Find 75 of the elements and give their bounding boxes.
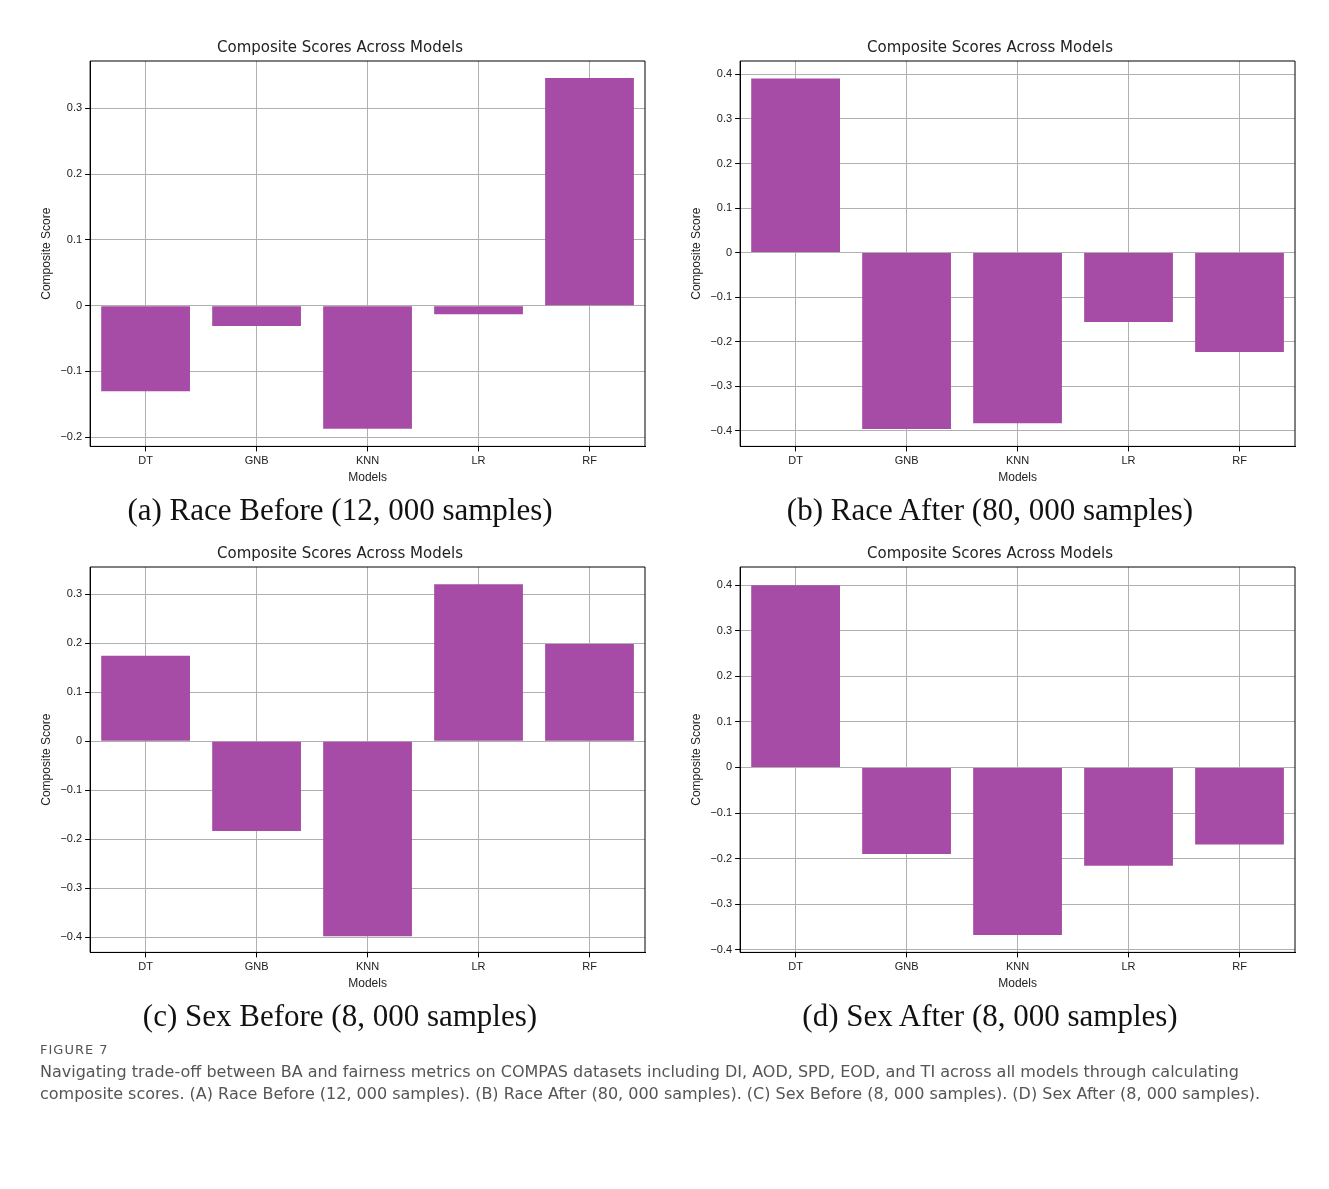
x-tick-label: LR <box>471 960 486 973</box>
y-tick-label: 0.3 <box>66 101 83 114</box>
y-tick-label: −0.3 <box>710 379 733 392</box>
x-axis-title: Models <box>998 976 1037 991</box>
y-tick-label: 0.1 <box>66 685 83 698</box>
x-tick-label: LR <box>1121 960 1136 973</box>
x-tick-label: DT <box>138 454 154 467</box>
y-axis-title: Composite Score <box>688 713 703 806</box>
x-tick-label: KNN <box>1005 454 1030 467</box>
bar <box>434 584 523 741</box>
chart-title: Composite Scores Across Models <box>867 543 1114 562</box>
x-tick-label: KNN <box>1005 960 1030 973</box>
x-tick-label: DT <box>138 960 154 973</box>
y-tick-label: −0.2 <box>710 851 733 864</box>
y-tick-label: −0.4 <box>710 942 733 955</box>
y-tick-label: −0.3 <box>710 897 733 910</box>
x-tick-label: DT <box>788 960 804 973</box>
text: (d) Sex After (8, 000 samples) <box>802 998 1178 1034</box>
chart-title: Composite Scores Across Models <box>217 37 464 56</box>
x-tick-label: GNB <box>244 454 269 467</box>
y-axis-title: Composite Score <box>38 207 53 300</box>
caption: FIGURE 7 <box>40 1042 110 1057</box>
y-tick-label: 0 <box>75 298 83 311</box>
chart-title: Composite Scores Across Models <box>217 543 464 562</box>
y-tick-label: −0.1 <box>60 364 83 377</box>
y-tick-label: −0.1 <box>710 290 733 303</box>
y-tick-label: −0.2 <box>710 334 733 347</box>
y-tick-label: 0.4 <box>716 578 733 591</box>
x-tick-label: GNB <box>894 960 919 973</box>
y-tick-label: −0.4 <box>60 930 83 943</box>
y-tick-label: −0.1 <box>710 806 733 819</box>
y-tick-label: 0.3 <box>66 587 83 600</box>
y-tick-label: −0.4 <box>710 423 733 436</box>
bar <box>101 655 190 741</box>
x-tick-label: GNB <box>894 454 919 467</box>
y-tick-label: 0.1 <box>66 232 83 245</box>
y-tick-label: −0.2 <box>60 430 83 443</box>
y-tick-label: −0.2 <box>60 832 83 845</box>
x-axis-title: Models <box>998 470 1037 485</box>
y-tick-label: −0.1 <box>60 783 83 796</box>
y-tick-label: 0 <box>725 245 733 258</box>
x-axis-title: Models <box>348 976 387 991</box>
y-axis-title: Composite Score <box>688 207 703 300</box>
y-tick-label: 0.3 <box>716 111 733 124</box>
x-tick-label: DT <box>788 454 804 467</box>
y-tick-label: 0 <box>75 734 83 747</box>
y-tick-label: 0.2 <box>66 636 83 649</box>
text: (c) Sex Before (8, 000 samples) <box>142 998 538 1034</box>
x-tick-label: GNB <box>244 960 269 973</box>
y-axis-title: Composite Score <box>38 713 53 806</box>
x-tick-label: KNN <box>355 960 380 973</box>
x-tick-label: LR <box>1121 454 1136 467</box>
chart-title: Composite Scores Across Models <box>867 37 1114 56</box>
y-tick-label: 0.3 <box>716 623 733 636</box>
y-tick-label: 0.2 <box>66 167 83 180</box>
y-tick-label: 0.2 <box>716 156 733 169</box>
x-tick-label: RF <box>1232 454 1248 467</box>
y-tick-label: 0 <box>725 760 733 773</box>
text: (a) Race Before (12, 000 samples) <box>127 492 553 528</box>
x-tick-label: LR <box>471 454 486 467</box>
bar <box>323 741 412 937</box>
text: (b) Race After (80, 000 samples) <box>786 492 1194 528</box>
x-tick-label: RF <box>582 454 598 467</box>
y-tick-label: 0.4 <box>716 67 733 80</box>
bar <box>545 643 634 741</box>
y-tick-label: −0.3 <box>60 881 83 894</box>
x-tick-label: KNN <box>355 454 380 467</box>
x-tick-label: RF <box>582 960 598 973</box>
y-tick-label: 0.1 <box>716 201 733 214</box>
x-tick-label: RF <box>1232 960 1248 973</box>
text: Navigating trade-off between BA and fairness metrics on COMPAS datasets including DI, AOD, SPD, EOD, and TI across all models through calculating composite scores. (A) Race Before (12, 000 samples). (B) Race After (80, 000 samples). (C) Sex Before (8, 000 samples). (D) Sex After (8, 000 samples). <box>40 1061 1262 1105</box>
y-tick-label: 0.2 <box>716 669 733 682</box>
y-tick-label: 0.1 <box>716 714 733 727</box>
bar <box>212 741 301 831</box>
x-axis-title: Models <box>348 470 387 485</box>
